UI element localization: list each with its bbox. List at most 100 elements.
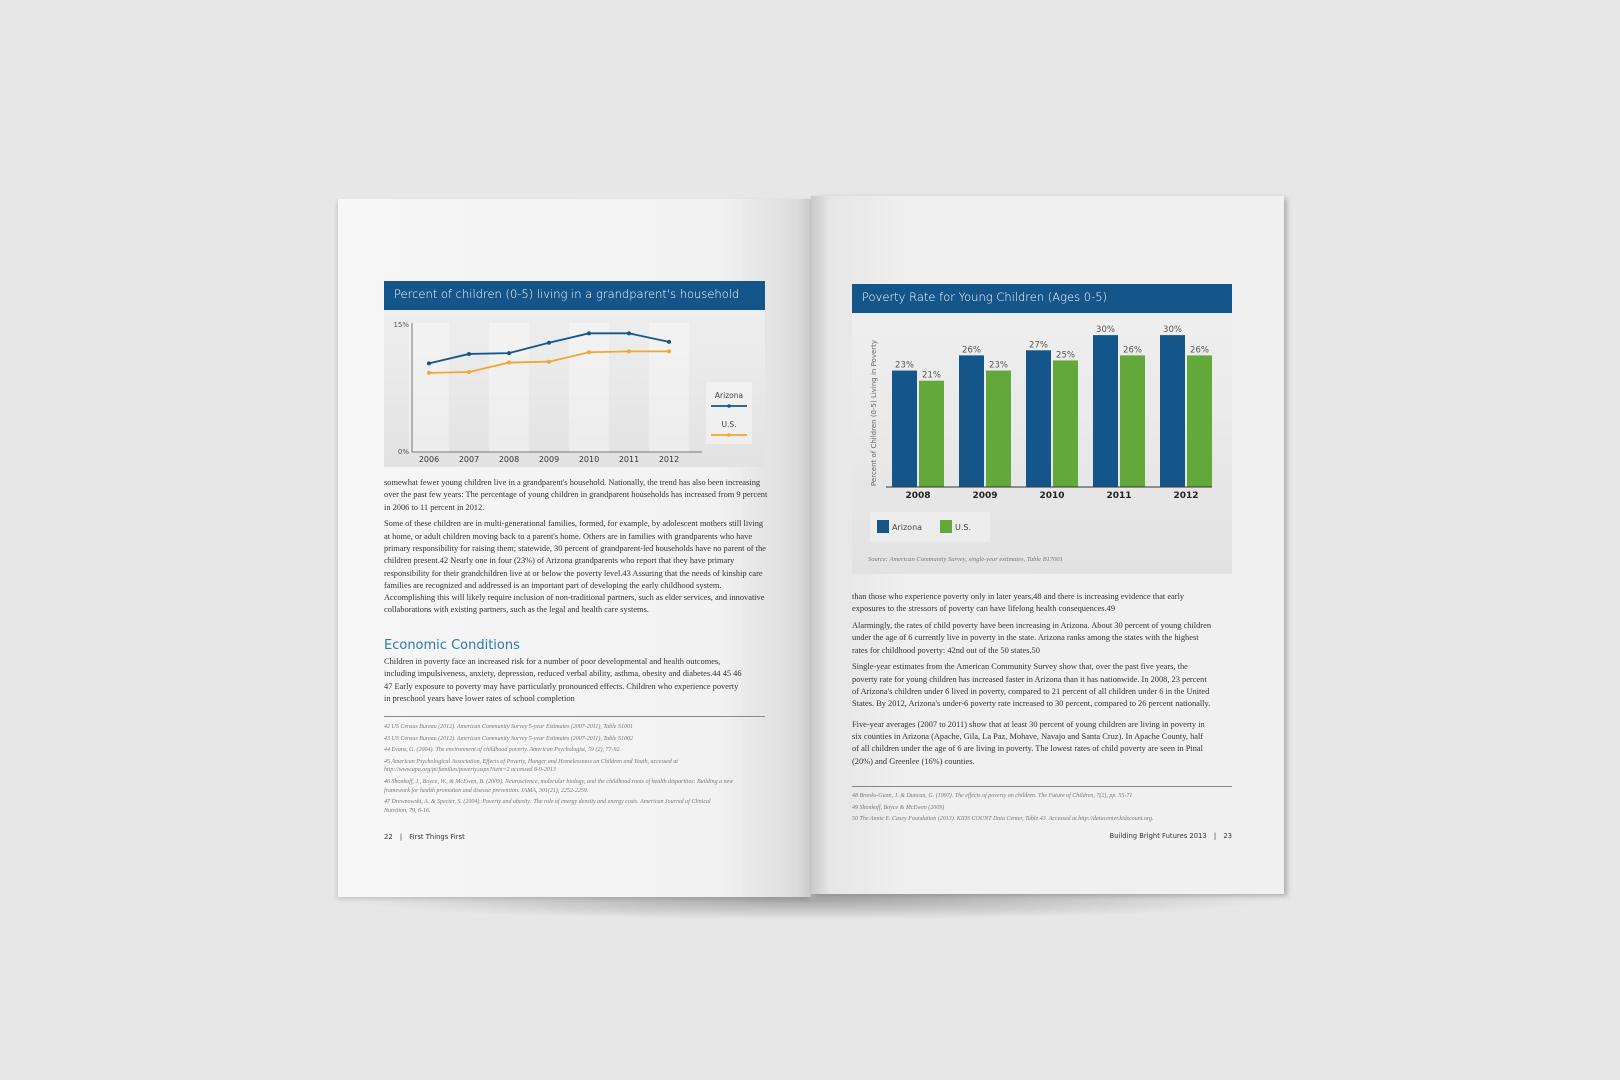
data-label: 27% <box>1029 340 1048 350</box>
footer-separator: | <box>399 833 403 841</box>
gridband <box>649 323 689 452</box>
x-tick-label: 2012 <box>1173 491 1198 501</box>
footer-separator: | <box>1213 832 1217 840</box>
x-tick-label: 2010 <box>579 455 599 464</box>
data-point <box>627 349 631 354</box>
y-axis-label: Percent of Children (0-5) Living in Pove… <box>870 340 878 486</box>
legend-swatch <box>940 520 952 533</box>
right-body-text: than those who experience poverty only i… <box>852 591 1212 772</box>
section-paragraph: Children in poverty face an increased ri… <box>384 657 742 703</box>
data-label: 26% <box>1190 345 1209 355</box>
x-tick-label: 2011 <box>1106 491 1131 501</box>
x-tick-label: 2009 <box>972 491 997 501</box>
footnote: 44 Evans, G. (2004). The environment of … <box>384 747 621 754</box>
data-point <box>627 331 631 336</box>
bar-us-2012 <box>1187 355 1212 487</box>
y-tick-label: 0% <box>398 448 409 456</box>
data-point <box>507 360 511 365</box>
legend-label: Arizona <box>892 523 922 532</box>
legend-label: Arizona <box>715 391 743 400</box>
right-page-footer: Building Bright Futures 2013 | 23 <box>1110 832 1232 840</box>
left-footnotes: 42 US Census Bureau (2012). American Com… <box>384 723 734 818</box>
legend-label: U.S. <box>721 420 736 429</box>
gridband <box>409 323 449 452</box>
gridband <box>489 323 529 452</box>
x-tick-label: 2009 <box>539 455 559 464</box>
footnote: 45 American Psychological Association, E… <box>384 758 678 774</box>
series-line-arizona <box>428 332 670 365</box>
x-tick-label: 2006 <box>419 455 439 464</box>
data-point <box>427 370 431 375</box>
footnote: 42 US Census Bureau (2012). American Com… <box>384 724 633 730</box>
x-tick-label: 2008 <box>499 455 519 464</box>
data-point <box>467 370 471 375</box>
legend-box <box>870 512 990 542</box>
data-point <box>667 339 671 344</box>
paragraph: Some of these children are in multi-gene… <box>384 519 766 615</box>
section-heading: Economic Conditions <box>384 638 520 653</box>
bar-arizona-2011 <box>1093 335 1118 487</box>
publication-name: Building Bright Futures 2013 <box>1109 832 1207 840</box>
data-label: 23% <box>895 361 914 371</box>
line-chart-panel: Percent of children (0-5) living in a gr… <box>384 281 765 467</box>
line-chart-title: Percent of children (0-5) living in a gr… <box>384 281 765 310</box>
x-tick-label: 2008 <box>905 491 930 501</box>
page-number: 23 <box>1223 832 1232 840</box>
bar-arizona-2008 <box>892 370 917 487</box>
paragraph: Single-year estimates from the American … <box>852 662 1211 709</box>
footnote: 49 Shonkoff, Boyce & McEwen (2009) <box>852 804 945 811</box>
footnote: 48 Brooks-Gunn, J. & Duncan, G. (1997). … <box>852 793 1133 799</box>
data-label: 30% <box>1096 325 1115 335</box>
line-chart: 15% 0% 2006 2007 2008 2009 2010 2011 2012 Arizona… <box>393 321 752 464</box>
bar-chart-title: Poverty Rate for Young Children (Ages 0-… <box>852 284 1232 313</box>
footnote: 50 The Annie E. Casey Foundation (2013).… <box>852 816 1154 823</box>
x-tick-label: 2011 <box>619 455 639 464</box>
bar-us-2011 <box>1120 355 1145 487</box>
bar-chart-panel: Poverty Rate for Young Children (Ages 0-… <box>852 284 1232 574</box>
legend-marker <box>727 433 731 437</box>
footnote: 46 Shonkoff, J., Boyce, W., & McEwen, B.… <box>384 778 734 794</box>
data-label: 23% <box>989 361 1008 371</box>
paragraph: somewhat fewer young children live in a … <box>384 478 768 512</box>
legend-marker <box>727 404 731 408</box>
data-point <box>547 340 551 345</box>
left-page-footer: 22 | First Things First <box>384 833 465 841</box>
paragraph: than those who experience poverty only i… <box>852 592 1185 614</box>
footnote-divider <box>384 716 765 717</box>
paragraph: Five-year averages (2007 to 2011) show t… <box>852 719 1205 766</box>
footnote: 43 US Census Bureau (2012). American Com… <box>384 735 633 742</box>
publication-name: First Things First <box>409 833 465 841</box>
legend-label: U.S. <box>955 523 971 532</box>
data-point <box>667 349 671 354</box>
bar-us-2009 <box>986 370 1011 487</box>
bar-chart: Percent of Children (0-5) Living in Pove… <box>868 325 1212 563</box>
data-point <box>467 351 471 356</box>
paragraph: Alarmingly, the rates of child poverty h… <box>852 621 1212 655</box>
y-tick-label: 15% <box>393 321 409 329</box>
bar-us-2010 <box>1053 360 1078 487</box>
data-point <box>427 361 431 366</box>
legend-swatch <box>877 520 889 533</box>
footnote-divider <box>852 786 1232 787</box>
data-label: 26% <box>962 345 981 355</box>
bar-arizona-2012 <box>1160 335 1185 487</box>
data-point <box>547 359 551 364</box>
page-number: 22 <box>384 833 393 841</box>
bar-us-2008 <box>919 380 944 487</box>
bar-arizona-2010 <box>1026 350 1051 487</box>
footnote: 47 Drewnowski, A. & Specter, S. (2004). … <box>384 799 711 814</box>
data-label: 21% <box>922 371 941 381</box>
right-page: Poverty Rate for Young Children (Ages 0-… <box>811 196 1284 894</box>
x-tick-label: 2012 <box>659 455 679 464</box>
right-footnotes: 48 Brooks-Gunn, J. & Duncan, G. (1997). … <box>852 792 1232 827</box>
x-tick-label: 2010 <box>1039 491 1064 501</box>
data-point <box>587 350 591 355</box>
data-point <box>507 351 511 356</box>
data-point <box>587 331 591 336</box>
x-tick-label: 2007 <box>459 455 479 464</box>
source-note: Source: American Community Survey, singl… <box>868 556 1063 563</box>
left-body-text: somewhat fewer young children live in a … <box>384 477 769 621</box>
data-label: 30% <box>1163 325 1182 335</box>
left-page: Percent of children (0-5) living in a gr… <box>338 199 811 897</box>
data-label: 26% <box>1123 345 1142 355</box>
